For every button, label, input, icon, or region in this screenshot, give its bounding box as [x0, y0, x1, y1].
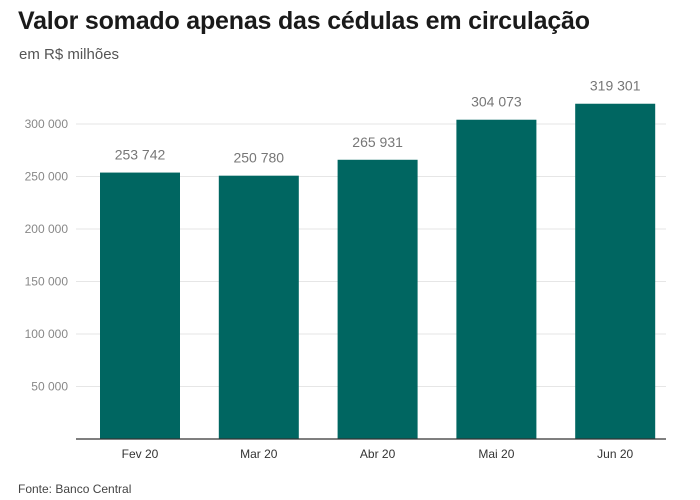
x-tick-label: Fev 20 [122, 447, 159, 461]
x-tick-label: Mar 20 [240, 447, 278, 461]
y-tick-label: 150 000 [25, 275, 69, 289]
bar-value-label: 253 742 [115, 147, 166, 163]
chart-title: Valor somado apenas das cédulas em circu… [18, 7, 590, 35]
chart-subtitle: em R$ milhões [19, 46, 120, 63]
y-tick-label: 50 000 [31, 380, 68, 394]
bar-value-label: 304 073 [471, 94, 522, 110]
source-note: Fonte: Banco Central [18, 482, 132, 496]
y-tick-label: 100 000 [25, 327, 69, 341]
bar-value-label: 319 301 [590, 78, 641, 94]
bar [337, 159, 418, 439]
x-axis-tick-labels: Fev 20 Mar 20 Abr 20 Mai 20 Jun 20 [122, 447, 634, 461]
y-axis-tick-labels: 50 000 100 000 150 000 200 000 250 000 300 00… [25, 117, 69, 394]
bar [100, 172, 180, 439]
x-tick-label: Jun 20 [597, 447, 633, 461]
x-tick-label: Mai 20 [478, 447, 514, 461]
value-labels: 253 742 250 780 265 931 304 073 319 301 [115, 78, 641, 166]
bar-value-label: 265 931 [352, 134, 403, 150]
bar [575, 103, 656, 439]
bar-value-label: 250 780 [233, 150, 284, 166]
x-tick-label: Abr 20 [360, 447, 396, 461]
bar [456, 119, 537, 439]
y-tick-label: 250 000 [25, 170, 69, 184]
bar [218, 175, 299, 439]
bars [100, 103, 656, 439]
y-tick-label: 300 000 [25, 117, 69, 131]
y-tick-label: 200 000 [25, 222, 69, 236]
